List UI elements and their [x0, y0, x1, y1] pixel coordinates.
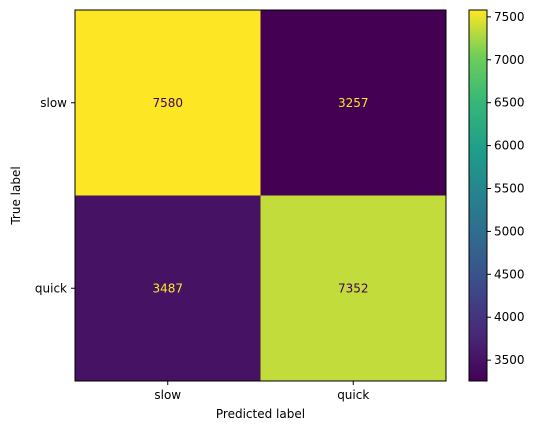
- heatmap-cell: [75, 195, 261, 381]
- plot-frame: [74, 9, 447, 382]
- colorbar: [468, 9, 488, 382]
- colorbar-tick-label: 6500: [494, 96, 525, 110]
- cell-value-label: 7352: [338, 281, 369, 295]
- cell-value-label: 3487: [152, 281, 183, 295]
- heatmap-cells: 7580 3257 3487 7352: [75, 10, 446, 381]
- cell-value-label: 7580: [152, 96, 183, 110]
- x-tick-label: quick: [337, 388, 369, 402]
- colorbar-tick-label: 5000: [494, 224, 525, 238]
- colorbar-tick-label: 4000: [494, 310, 525, 324]
- y-tick-label: quick: [35, 281, 67, 295]
- colorbar-tick-label: 4500: [494, 267, 525, 281]
- x-axis-ticks: slow quick: [154, 381, 369, 402]
- colorbar-tick-label: 3500: [494, 353, 525, 367]
- heatmap-cell: [260, 10, 446, 196]
- colorbar-tick-label: 6000: [494, 139, 525, 153]
- x-axis-label: Predicted label: [216, 407, 305, 421]
- colorbar-tick-label: 7000: [494, 53, 525, 67]
- cell-value-label: 3257: [338, 96, 369, 110]
- y-axis-ticks: slow quick: [35, 96, 75, 295]
- y-tick-label: slow: [40, 96, 67, 110]
- y-axis-label: True label: [9, 166, 23, 225]
- colorbar-gradient: [468, 9, 488, 382]
- colorbar-ticks: 3500 4000 4500 5000 5500 6000 6500 7000 7500: [487, 10, 525, 367]
- heatmap-cell: [75, 10, 261, 196]
- colorbar-tick-label: 7500: [494, 10, 525, 24]
- colorbar-tick-label: 5500: [494, 182, 525, 196]
- x-tick-label: slow: [154, 388, 181, 402]
- heatmap-cell: [260, 195, 446, 381]
